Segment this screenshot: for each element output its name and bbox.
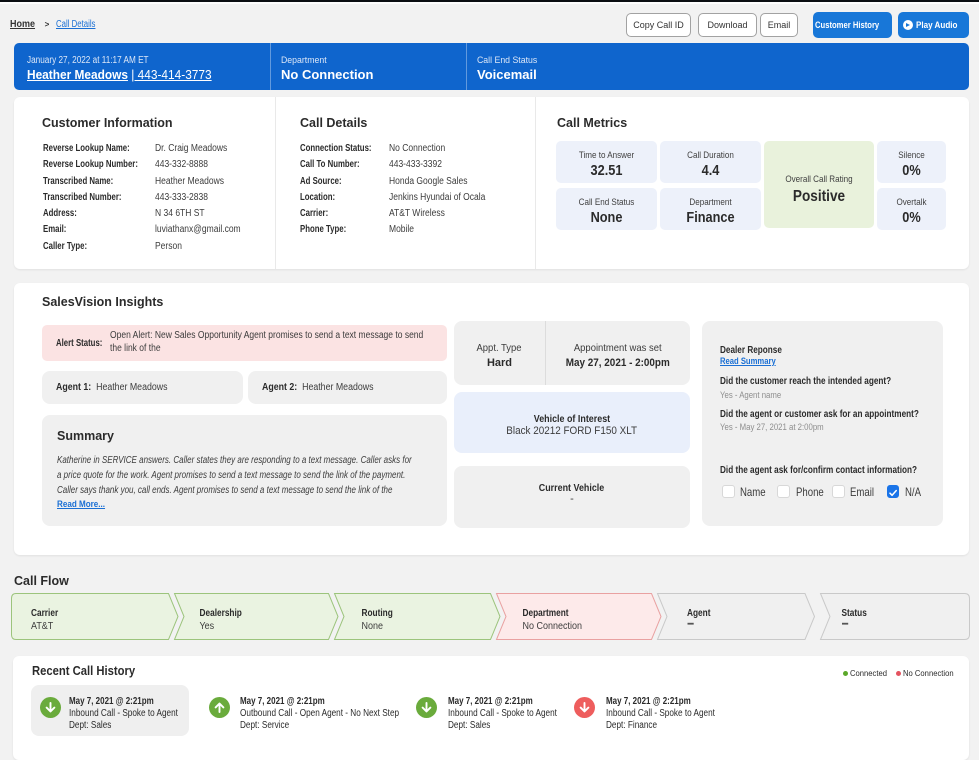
svg-text:Status: Status (842, 607, 867, 618)
svg-text:Department: Department (523, 607, 569, 618)
svg-text:Agent: Agent (687, 607, 710, 618)
svg-text:No Connection: No Connection (523, 621, 582, 633)
svg-text:Carrier: Carrier (31, 607, 59, 618)
svg-text:Routing: Routing (362, 607, 393, 618)
svg-text:AT&T: AT&T (31, 621, 53, 633)
svg-text:None: None (362, 621, 383, 633)
svg-text:Yes: Yes (200, 621, 215, 633)
svg-text:Dealership: Dealership (200, 607, 243, 618)
